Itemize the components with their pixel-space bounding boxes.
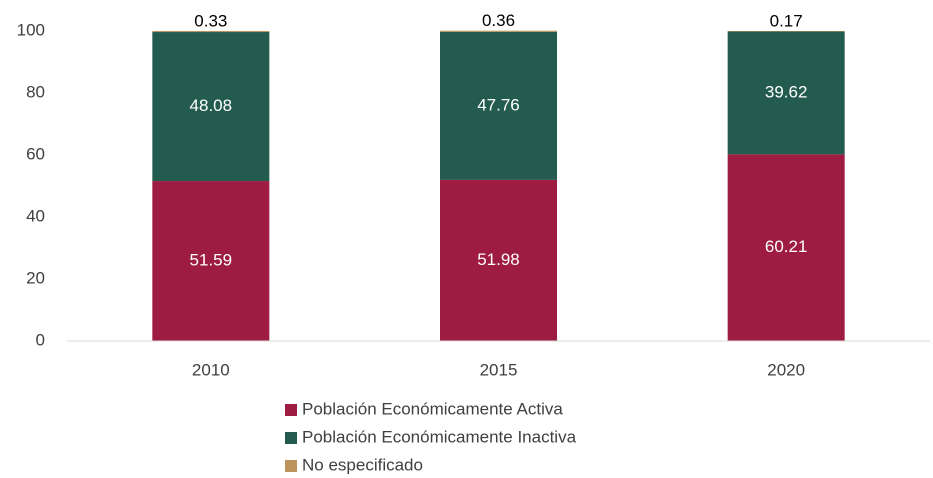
bar-segment xyxy=(152,32,270,182)
bar-segment xyxy=(152,31,270,33)
bar-segment xyxy=(440,31,557,180)
data-label: 48.08 xyxy=(190,96,233,115)
legend-label: Población Económicamente Inactiva xyxy=(302,427,577,446)
y-tick-label: 0 xyxy=(36,330,45,349)
data-label: 51.98 xyxy=(477,250,520,269)
legend-swatch xyxy=(285,460,297,472)
data-label: 0.36 xyxy=(482,11,515,30)
bar-segment xyxy=(440,30,557,32)
data-label: 60.21 xyxy=(765,237,808,256)
data-label: 51.59 xyxy=(190,251,233,270)
y-tick-label: 40 xyxy=(26,206,45,225)
data-label: 0.17 xyxy=(770,11,803,30)
y-tick-label: 20 xyxy=(26,268,45,287)
bar-segment xyxy=(727,31,845,155)
legend-swatch xyxy=(285,432,297,444)
data-label: 39.62 xyxy=(765,82,808,101)
bar-segment xyxy=(440,179,557,341)
bar-segment xyxy=(727,154,845,341)
x-tick-label: 2010 xyxy=(192,360,230,379)
data-label: 0.33 xyxy=(194,11,227,30)
y-tick-label: 60 xyxy=(26,144,45,163)
x-tick-label: 2020 xyxy=(767,360,805,379)
y-tick-label: 80 xyxy=(26,82,45,101)
x-tick-label: 2015 xyxy=(480,360,518,379)
legend-label: No especificado xyxy=(302,455,423,474)
y-tick-label: 100 xyxy=(17,20,45,39)
bar-segment xyxy=(152,181,270,341)
bar-segment xyxy=(727,31,845,32)
legend-label: Población Económicamente Activa xyxy=(302,399,563,418)
data-label: 47.76 xyxy=(477,95,520,114)
legend-swatch xyxy=(285,404,297,416)
